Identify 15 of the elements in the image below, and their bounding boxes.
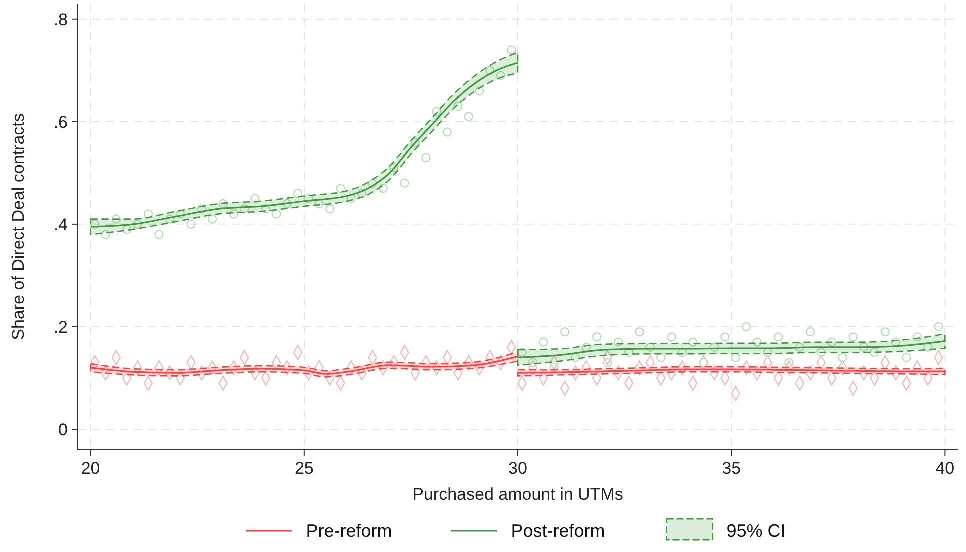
x-tick-label: 25 (294, 459, 314, 478)
legend-label: Pre-reform (306, 521, 392, 541)
text: 95% CI (726, 521, 786, 541)
x-tick-label: 20 (81, 459, 100, 478)
y-tick-label: .6 (54, 112, 68, 132)
y-tick-label: .2 (54, 318, 68, 337)
y-tick-label: .4 (54, 215, 68, 234)
x-tick-label: 30 (508, 459, 528, 478)
y-tick-label: 0 (58, 420, 68, 440)
y-axis-title: Share of Direct Deal contracts (9, 114, 28, 340)
x-tick-label: 35 (722, 459, 742, 478)
legend-label: Post-reform (511, 521, 606, 541)
x-tick-label: 40 (936, 459, 955, 478)
x-axis-title: Purchased amount in UTMs (412, 485, 624, 504)
y-tick-label: .8 (54, 10, 68, 30)
